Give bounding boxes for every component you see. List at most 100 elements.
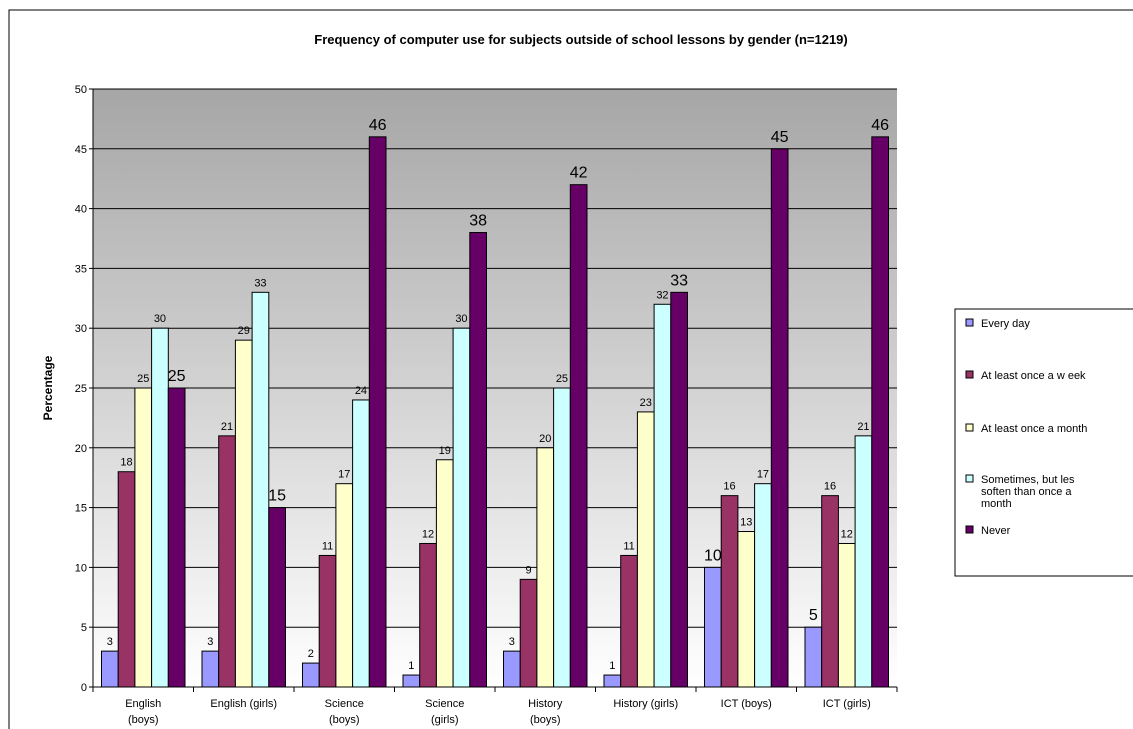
- bar: [603, 674, 622, 688]
- bar: [754, 483, 772, 688]
- y-tick-label: 0: [81, 682, 87, 694]
- data-label: 24: [355, 385, 367, 397]
- data-label: 15: [268, 488, 286, 505]
- legend-label: At least once a month: [981, 423, 1087, 435]
- data-label: 3: [207, 636, 213, 648]
- legend-label: Never: [981, 525, 1011, 537]
- data-label: 25: [556, 373, 568, 385]
- data-label: 13: [740, 517, 752, 529]
- data-label: 32: [656, 289, 668, 301]
- data-label: 19: [439, 445, 451, 457]
- y-tick-label: 25: [75, 383, 87, 395]
- legend-label-line: Never: [981, 525, 1011, 537]
- y-tick-label: 30: [75, 323, 87, 335]
- bar: [569, 184, 588, 688]
- bar: [167, 387, 186, 688]
- data-label: 18: [120, 457, 132, 469]
- legend: Every day At least once a w eek At least o…: [954, 308, 1133, 577]
- data-label: 16: [723, 481, 735, 493]
- bar: [218, 435, 236, 688]
- data-label: 10: [704, 547, 722, 564]
- data-label: 2: [308, 648, 314, 660]
- bar: [101, 650, 119, 688]
- data-label: 17: [757, 469, 769, 481]
- x-tick-label-line: ICT (girls): [823, 698, 871, 710]
- bar: [854, 435, 873, 688]
- x-tick-label: History (girls): [613, 698, 678, 710]
- bar: [636, 411, 655, 688]
- bar: [352, 399, 370, 688]
- x-tick-label-line: Science: [425, 698, 464, 710]
- bar: [268, 507, 286, 688]
- bar: [368, 136, 387, 688]
- bar: [201, 650, 220, 688]
- x-tick-label-line: (girls): [431, 714, 459, 726]
- data-label: 45: [771, 129, 789, 146]
- axes: [89, 88, 898, 692]
- data-label: 1: [609, 660, 615, 672]
- data-label: 3: [107, 636, 113, 648]
- legend-label-line: soften than once a: [981, 486, 1072, 498]
- data-label: 20: [539, 433, 551, 445]
- data-label: 33: [254, 277, 266, 289]
- bar: [620, 554, 638, 688]
- bar: [704, 566, 722, 688]
- legend-label: Sometimes, but les soften than once a mont…: [981, 474, 1075, 510]
- bar: [553, 387, 571, 688]
- legend-swatch: [965, 370, 974, 379]
- bar: [804, 626, 823, 688]
- x-tick-label: ICT (girls): [823, 698, 871, 710]
- x-tick-label: ICT (boys): [721, 698, 772, 710]
- bar: [503, 650, 521, 688]
- bar: [821, 495, 839, 688]
- data-label: 11: [322, 540, 333, 552]
- legend-label: At least once a w eek: [981, 370, 1086, 382]
- bar: [720, 495, 739, 688]
- bar: [302, 662, 320, 688]
- data-label: 30: [154, 313, 166, 325]
- y-tick-label: 50: [75, 84, 87, 96]
- data-label: 12: [422, 528, 434, 540]
- data-label: 11: [623, 540, 634, 552]
- data-label: 17: [338, 469, 350, 481]
- bar: [670, 291, 688, 688]
- legend-label-line: Sometimes, but les: [981, 474, 1075, 486]
- data-label: 30: [455, 313, 467, 325]
- x-tick-label: English (girls): [210, 698, 277, 710]
- bar: [402, 674, 421, 688]
- y-tick-label: 40: [75, 204, 87, 216]
- data-label: 1: [408, 660, 414, 672]
- bar: [770, 148, 789, 688]
- data-label: 21: [221, 421, 233, 433]
- x-tick-label-line: History: [528, 698, 563, 710]
- data-label: 9: [525, 564, 531, 576]
- x-tick-label-line: Science: [325, 698, 364, 710]
- x-tick-label-line: English: [125, 698, 161, 710]
- bar: [117, 471, 136, 688]
- legend-label: Every day: [981, 318, 1030, 330]
- bar: [251, 291, 270, 688]
- data-label: 38: [469, 213, 487, 230]
- data-label: 29: [238, 325, 250, 337]
- bar: [469, 232, 487, 688]
- x-tick-label-line: (boys): [128, 714, 159, 726]
- legend-label-line: At least once a month: [981, 423, 1087, 435]
- data-label: 46: [369, 117, 387, 134]
- legend-label-line: Every day: [981, 318, 1030, 330]
- y-tick-label: 45: [75, 144, 87, 156]
- bar: [737, 531, 756, 688]
- bars: [101, 136, 889, 688]
- x-tick-label: History (boys): [528, 698, 563, 726]
- data-label: 21: [857, 421, 869, 433]
- x-tick-label-line: English (girls): [210, 698, 277, 710]
- x-tick-labels: English (boys) English (girls) Science (boys…: [125, 698, 871, 726]
- data-label: 25: [137, 373, 149, 385]
- bar: [452, 327, 471, 688]
- bar: [435, 459, 454, 688]
- data-label: 33: [670, 272, 688, 289]
- legend-swatch: [965, 423, 974, 432]
- legend-box: [954, 308, 1133, 577]
- x-tick-label: English (boys): [125, 698, 161, 726]
- y-tick-label: 15: [75, 503, 87, 515]
- bar: [419, 542, 437, 688]
